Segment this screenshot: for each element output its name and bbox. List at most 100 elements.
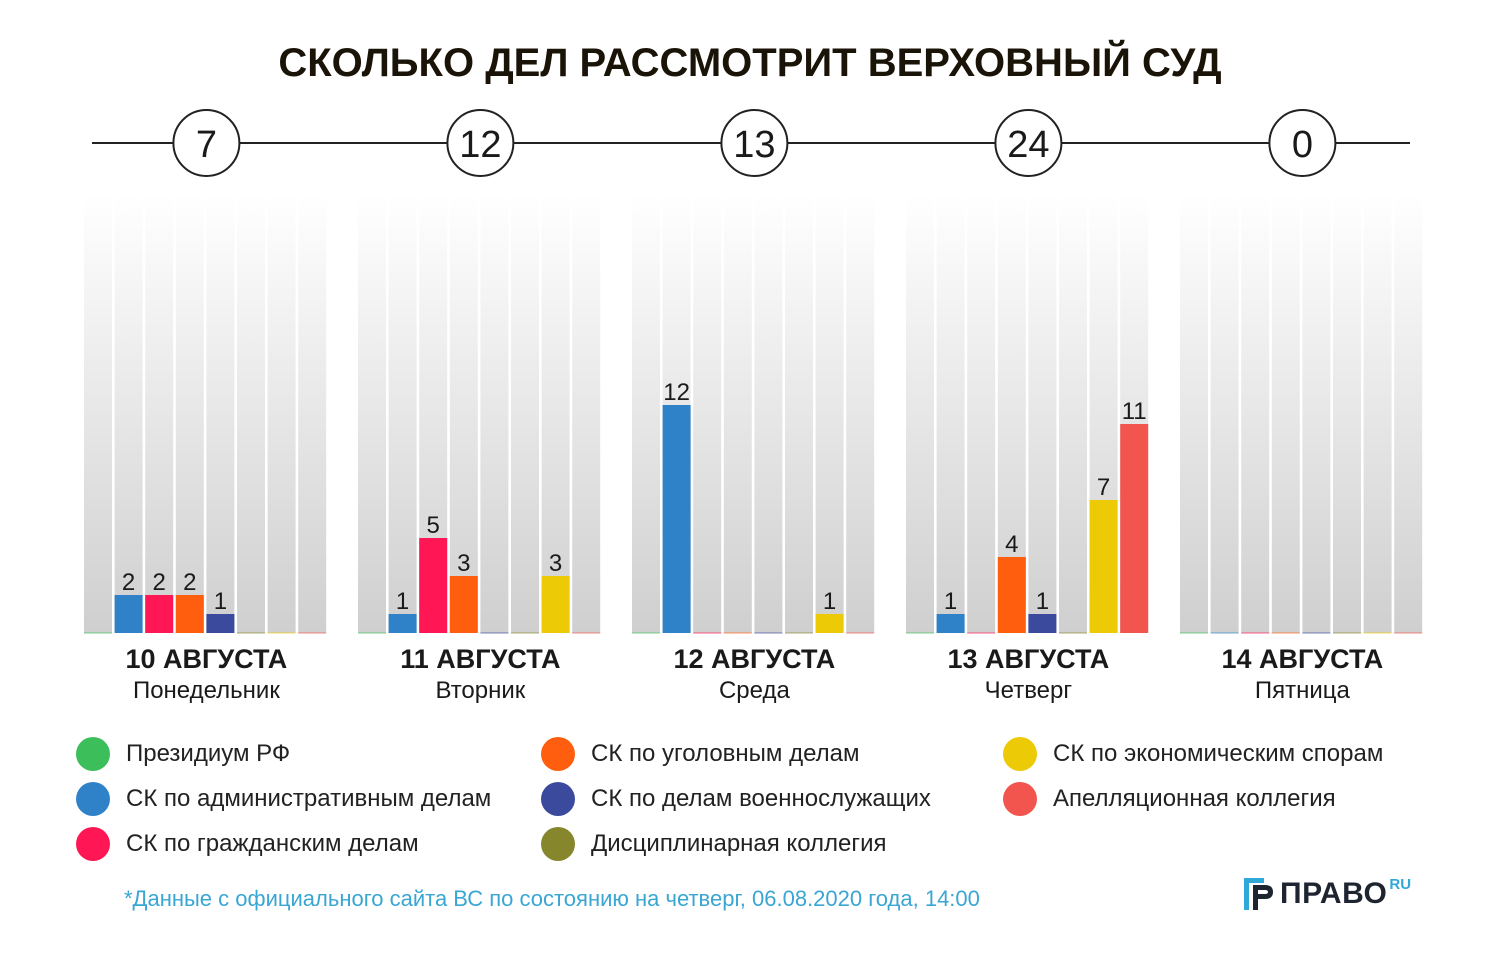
bar-value-label: 1	[214, 588, 227, 615]
bar	[388, 614, 417, 633]
bar-value-label: 2	[122, 569, 135, 596]
footnote: *Данные с официального сайта ВС по состо…	[124, 886, 980, 911]
bar	[1271, 632, 1300, 634]
bar	[1333, 632, 1361, 634]
day-total-label: 12	[459, 124, 501, 166]
bar	[175, 595, 204, 633]
logo-suffix: RU	[1389, 876, 1412, 893]
bar-value-label: 1	[396, 588, 409, 615]
bar	[419, 538, 448, 633]
bar-value-label: 1	[944, 588, 957, 615]
column-separator	[1269, 195, 1272, 633]
column-separator	[416, 195, 420, 633]
bar	[662, 405, 691, 633]
column-separator	[721, 195, 724, 633]
bar	[936, 614, 965, 633]
bar	[572, 632, 601, 634]
column-separator	[1361, 195, 1364, 633]
column-separator	[843, 195, 847, 633]
bar	[997, 557, 1026, 633]
total-circle	[994, 109, 1063, 177]
bar-value-label: 11	[1122, 398, 1147, 425]
bar	[267, 632, 296, 634]
column-separator	[173, 195, 176, 633]
bar-value-label: 5	[427, 512, 440, 539]
bar-value-label: 2	[153, 569, 166, 596]
column-separator	[1025, 195, 1029, 633]
bar	[815, 614, 844, 633]
weekday-label: Пятница	[1255, 677, 1351, 704]
bar	[206, 614, 235, 633]
bar-value-label: 4	[1005, 531, 1018, 558]
column-separator	[1391, 195, 1395, 633]
total-circle	[1268, 109, 1337, 177]
day-date-label: 14 АВГУСТА	[1222, 644, 1384, 674]
column-separator	[1330, 195, 1333, 633]
logo-text: ПРАВО	[1280, 877, 1388, 910]
column-separator	[447, 195, 450, 633]
bar	[358, 632, 386, 634]
day-total-label: 0	[1292, 124, 1313, 166]
bar	[967, 632, 996, 634]
total-circle	[172, 109, 241, 177]
column-separator	[142, 195, 146, 633]
column-separator	[1056, 195, 1059, 633]
bar-value-label: 7	[1097, 474, 1110, 501]
column-separator	[934, 195, 937, 633]
column-separator	[1238, 195, 1242, 633]
bar	[114, 595, 143, 633]
bar	[1089, 500, 1118, 633]
column-separator	[964, 195, 968, 633]
bar	[1180, 632, 1208, 634]
column-separator	[569, 195, 573, 633]
bar-value-label: 2	[183, 569, 196, 596]
bar-value-label: 3	[549, 550, 562, 577]
weekday-label: Четверг	[985, 677, 1073, 704]
bar-value-label: 12	[663, 379, 690, 406]
day-total-label: 24	[1007, 124, 1049, 166]
column-separator	[234, 195, 237, 633]
bar	[1363, 632, 1392, 634]
bar	[145, 595, 174, 633]
column-separator	[1208, 195, 1211, 633]
bar	[1028, 614, 1057, 633]
weekday-label: Среда	[719, 677, 791, 704]
day-total-label: 7	[196, 124, 217, 166]
column-separator	[203, 195, 207, 633]
bar	[785, 632, 813, 634]
column-separator	[751, 195, 755, 633]
bar	[1059, 632, 1087, 634]
bar	[906, 632, 934, 634]
column-separator	[295, 195, 299, 633]
column-separator	[539, 195, 542, 633]
total-circle	[720, 109, 789, 177]
bar	[1302, 632, 1331, 634]
column-separator	[477, 195, 481, 633]
column-separator	[1299, 195, 1303, 633]
column-separator	[813, 195, 816, 633]
column-separator	[995, 195, 998, 633]
column-separator	[782, 195, 785, 633]
column-separator	[508, 195, 511, 633]
column-separator	[690, 195, 694, 633]
bar	[632, 632, 660, 634]
bar	[1394, 632, 1423, 634]
day-date-label: 13 АВГУСТА	[948, 644, 1110, 674]
column-separator	[1087, 195, 1090, 633]
pravo-logo-icon	[1244, 878, 1273, 910]
column-separator	[1117, 195, 1121, 633]
day-date-label: 12 АВГУСТА	[674, 644, 836, 674]
bar	[1210, 632, 1239, 634]
column-separator	[265, 195, 268, 633]
bar-value-label: 1	[823, 588, 836, 615]
chart-title: СКОЛЬКО ДЕЛ РАССМОТРИТ ВЕРХОВНЫЙ СУД	[278, 39, 1221, 85]
pravo-logo[interactable]: ПРАВО RU	[1244, 874, 1411, 914]
weekday-label: Вторник	[436, 677, 526, 704]
bar	[754, 632, 783, 634]
bar-value-label: 3	[457, 550, 470, 577]
bar	[511, 632, 539, 634]
bar	[693, 632, 722, 634]
bar	[1241, 632, 1270, 634]
total-circle	[446, 109, 515, 177]
